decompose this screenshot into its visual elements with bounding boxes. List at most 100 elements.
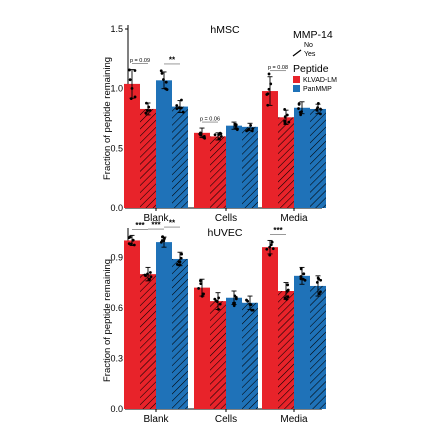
data-point: [269, 243, 273, 247]
bar-hatch: [310, 108, 326, 208]
data-point: [266, 103, 270, 107]
data-point: [217, 133, 221, 137]
legend-mmp-yes-swatch: [292, 49, 302, 57]
data-point: [267, 87, 271, 91]
data-point: [162, 78, 165, 81]
data-point: [159, 240, 163, 244]
data-point: [319, 278, 323, 282]
data-point: [177, 260, 181, 264]
data-point: [199, 131, 202, 135]
data-point: [287, 120, 291, 124]
bar: [156, 80, 172, 208]
data-point: [217, 296, 221, 300]
bar-hatch: [172, 106, 188, 208]
data-point: [232, 301, 235, 305]
data-point: [148, 109, 152, 112]
data-point: [267, 72, 271, 76]
data-point: [246, 128, 250, 132]
data-point: [129, 97, 133, 101]
bar: [124, 240, 140, 409]
panel-title: hMSC: [210, 24, 240, 36]
data-point: [219, 134, 223, 138]
data-point: [199, 282, 203, 285]
bar: [262, 91, 278, 208]
y-tick-label: 0.6: [110, 303, 123, 313]
data-point: [181, 110, 185, 114]
data-point: [299, 267, 303, 271]
data-point: [145, 108, 149, 112]
data-point: [271, 247, 275, 251]
data-point: [268, 245, 272, 249]
data-point: [127, 242, 131, 245]
data-point: [214, 299, 218, 303]
y-tick-label: 0.0: [110, 404, 123, 414]
data-point: [177, 106, 181, 109]
significance-label: **: [169, 219, 176, 228]
panel-title: hUVEC: [207, 227, 242, 239]
data-point: [160, 71, 164, 75]
data-point: [180, 98, 183, 102]
bar-hatch: [278, 117, 294, 208]
legend-peptide-title: Peptide: [293, 63, 329, 75]
data-point: [269, 82, 273, 86]
bar-hatch: [310, 285, 326, 409]
data-point: [217, 307, 220, 311]
bar-hatch: [172, 258, 188, 409]
data-point: [246, 299, 250, 303]
data-point: [250, 129, 254, 133]
data-point: [163, 237, 166, 240]
data-point: [133, 69, 137, 72]
data-point: [303, 278, 307, 282]
data-point: [178, 263, 182, 267]
chart-panels: 0.0 0.5 1.0 1.5 Fraction of peptide remainin…: [102, 24, 326, 425]
y-tick-label: 0.9: [110, 252, 123, 262]
bar: [156, 242, 172, 409]
data-point: [199, 279, 202, 283]
legend-klvad-swatch: [293, 76, 300, 83]
data-point: [130, 86, 134, 90]
category-label: Cells: [215, 414, 237, 425]
panel-hMSC: 0.0 0.5 1.0 1.5 Fraction of peptide remainin…: [102, 24, 326, 224]
data-point: [286, 283, 290, 287]
y-tick-label: 1.0: [110, 84, 123, 94]
bar: [194, 287, 210, 409]
significance-label: p = 0.08: [268, 65, 288, 71]
bar-hatch: [210, 301, 226, 409]
bar: [294, 275, 310, 409]
data-point: [297, 102, 301, 106]
significance-label: **: [169, 55, 176, 64]
data-point: [200, 294, 204, 298]
data-point: [180, 252, 184, 256]
category-label: Blank: [143, 213, 169, 224]
y-axis-label: Fraction of peptide remaining: [102, 57, 113, 180]
bar-hatch: [140, 274, 156, 409]
data-point: [251, 127, 255, 131]
bar: [194, 132, 210, 208]
data-point: [164, 80, 168, 84]
significance-label: ***: [273, 226, 283, 235]
legend-mmp-yes-label: Yes: [304, 51, 316, 58]
data-point: [250, 308, 254, 312]
data-point: [128, 78, 132, 82]
significance-label: ***: [151, 221, 161, 230]
data-point: [144, 111, 148, 115]
data-point: [202, 292, 205, 296]
data-point: [164, 87, 168, 91]
data-point: [144, 274, 147, 278]
significance-label: p = 0.06: [200, 117, 220, 123]
data-point: [249, 124, 253, 127]
data-point: [302, 272, 306, 276]
bar: [262, 247, 278, 409]
data-point: [232, 304, 236, 308]
bar: [294, 107, 310, 208]
data-point: [234, 296, 238, 299]
data-point: [179, 106, 183, 110]
data-point: [128, 235, 132, 239]
data-point: [131, 238, 135, 242]
data-point: [285, 113, 289, 117]
data-point: [175, 107, 179, 111]
data-point: [268, 253, 272, 257]
bar-hatch: [278, 291, 294, 409]
data-point: [146, 272, 149, 276]
